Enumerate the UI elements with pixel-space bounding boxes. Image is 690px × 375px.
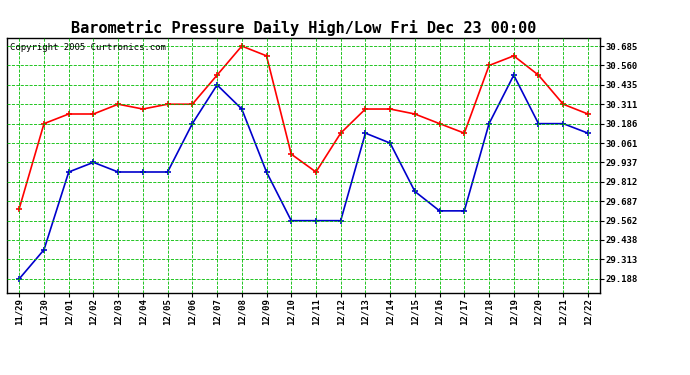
Title: Barometric Pressure Daily High/Low Fri Dec 23 00:00: Barometric Pressure Daily High/Low Fri D… <box>71 20 536 36</box>
Text: Copyright 2005 Curtronics.com: Copyright 2005 Curtronics.com <box>10 43 166 52</box>
